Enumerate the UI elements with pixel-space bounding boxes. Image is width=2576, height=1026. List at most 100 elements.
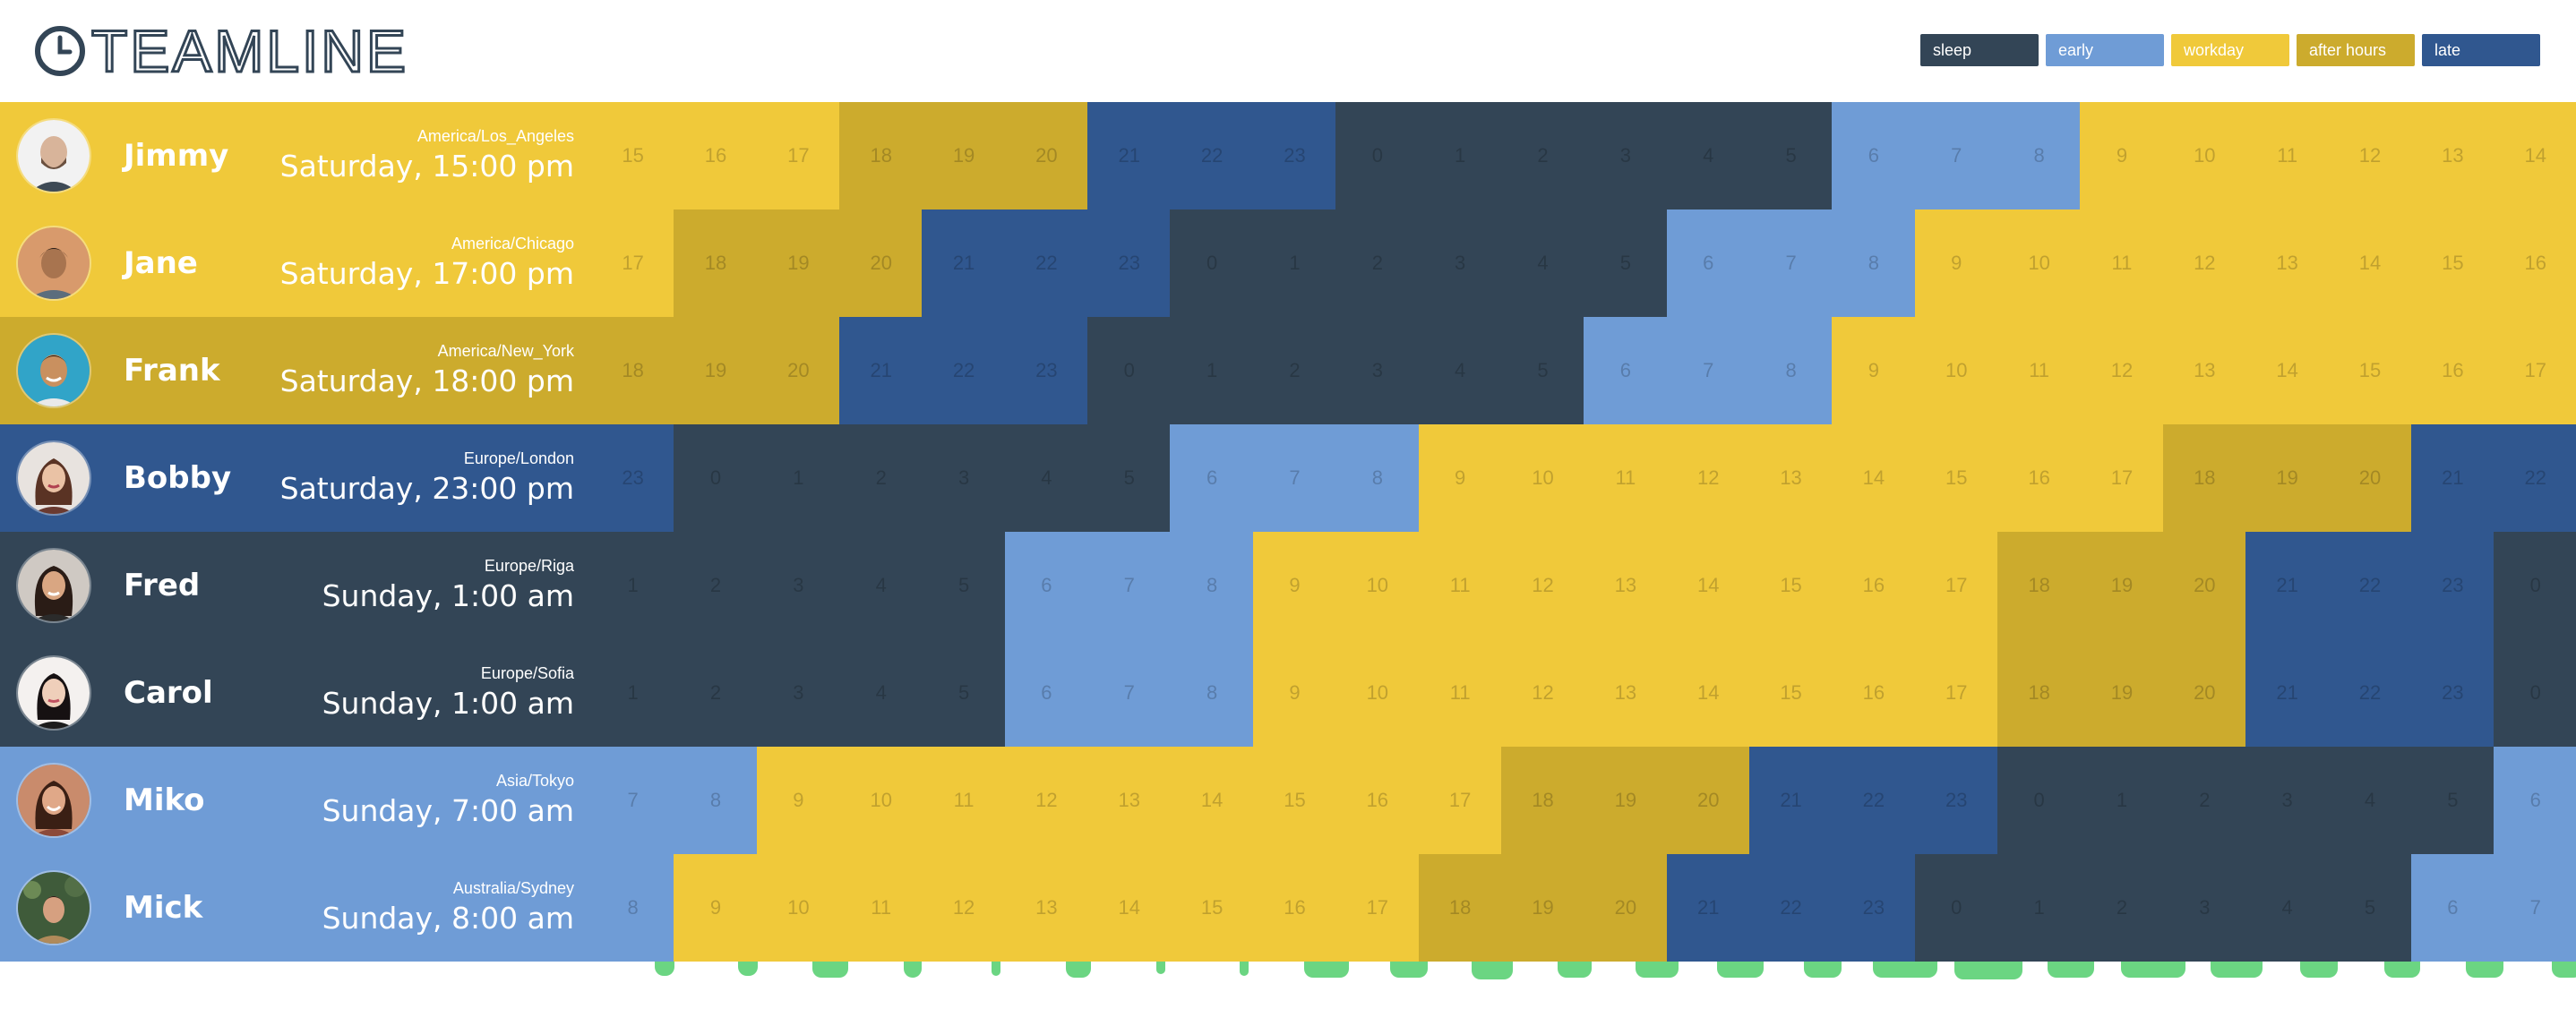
hour-cell[interactable]: 1 [591,639,675,747]
hour-cell[interactable]: 17 [756,102,841,209]
hour-cell[interactable]: 15 [1748,532,1833,639]
hour-cell[interactable]: 0 [1335,102,1420,209]
hour-cell[interactable]: 14 [2328,209,2412,317]
hour-cell[interactable]: 2 [2162,747,2246,854]
hour-cell[interactable]: 1 [1418,102,1502,209]
hour-cell[interactable]: 1 [2080,747,2164,854]
hour-cell[interactable]: 17 [1914,532,1998,639]
avatar[interactable] [18,872,90,944]
hour-cell[interactable]: 13 [1584,532,1668,639]
hour-cell[interactable]: 13 [1087,747,1172,854]
hour-cell[interactable]: 11 [1996,317,2082,424]
hour-cell[interactable]: 16 [2494,209,2576,317]
hour-cell[interactable]: 17 [2080,424,2164,532]
hour-cell[interactable]: 22 [1170,102,1254,209]
hour-cell[interactable]: 23 [1087,209,1172,317]
hour-cell[interactable]: 7 [1087,639,1172,747]
hour-cell[interactable]: 19 [2080,532,2164,639]
hour-cell[interactable]: 3 [1418,209,1502,317]
hour-cell[interactable]: 7 [2494,854,2576,962]
hour-cell[interactable]: 22 [922,317,1006,424]
hour-cell[interactable]: 7 [1252,424,1337,532]
hour-cell[interactable]: 7 [1914,102,1998,209]
hour-cell[interactable]: 18 [591,317,675,424]
hour-cell[interactable]: 15 [2410,209,2495,317]
hour-cell[interactable]: 9 [2080,102,2164,209]
hour-cell[interactable]: 18 [1418,854,1502,962]
hour-cell[interactable]: 19 [2080,639,2164,747]
hour-cell[interactable]: 16 [2410,317,2495,424]
hour-cell[interactable]: 7 [591,747,675,854]
hour-cell[interactable]: 6 [1004,639,1089,747]
hour-cell[interactable]: 19 [1584,747,1668,854]
hour-cell[interactable]: 16 [1832,532,1916,639]
hour-cell[interactable]: 14 [1666,639,1750,747]
hour-cell[interactable]: 11 [1584,424,1668,532]
avatar[interactable] [18,657,90,729]
hour-cell[interactable]: 0 [1996,747,2082,854]
avatar[interactable] [18,765,90,836]
hour-cell[interactable]: 4 [839,639,923,747]
hour-cell[interactable]: 13 [2410,102,2495,209]
hour-cell[interactable]: 5 [922,532,1006,639]
hour-cell[interactable]: 5 [1584,209,1668,317]
hour-cell[interactable]: 14 [1087,854,1172,962]
hour-cell[interactable]: 22 [2328,639,2412,747]
hour-cell[interactable]: 9 [1832,317,1916,424]
hour-cell[interactable]: 0 [2494,532,2576,639]
hour-cell[interactable]: 22 [2328,532,2412,639]
hour-cell[interactable]: 14 [2245,317,2330,424]
hour-cell[interactable]: 21 [2245,532,2330,639]
hour-cell[interactable]: 8 [674,747,758,854]
hour-cell[interactable]: 23 [2410,639,2495,747]
hour-cell[interactable]: 10 [839,747,923,854]
hour-cell[interactable]: 2 [1335,209,1420,317]
hour-cell[interactable]: 3 [2162,854,2246,962]
hour-cell[interactable]: 8 [1748,317,1833,424]
hour-cell[interactable]: 18 [1996,532,2082,639]
hour-cell[interactable]: 11 [839,854,923,962]
hour-cell[interactable]: 18 [839,102,923,209]
hour-cell[interactable]: 20 [756,317,841,424]
hour-cell[interactable]: 13 [2162,317,2246,424]
hour-cell[interactable]: 11 [922,747,1006,854]
hour-cell[interactable]: 5 [1500,317,1585,424]
hour-cell[interactable]: 11 [1418,639,1502,747]
hour-cell[interactable]: 2 [1500,102,1585,209]
hour-cell[interactable]: 15 [1170,854,1254,962]
hour-cell[interactable]: 21 [2245,639,2330,747]
hour-cell[interactable]: 12 [1666,424,1750,532]
hour-cell[interactable]: 5 [922,639,1006,747]
hour-cell[interactable]: 7 [1748,209,1833,317]
hour-cell[interactable]: 15 [591,102,675,209]
hour-cell[interactable]: 2 [1252,317,1337,424]
hour-cell[interactable]: 9 [1252,639,1337,747]
hour-cell[interactable]: 13 [1584,639,1668,747]
hour-cell[interactable]: 19 [756,209,841,317]
hour-cell[interactable]: 17 [1914,639,1998,747]
hour-cell[interactable]: 12 [1500,639,1585,747]
hour-cell[interactable]: 4 [1666,102,1750,209]
hour-cell[interactable]: 22 [1748,854,1833,962]
hour-cell[interactable]: 1 [1996,854,2082,962]
hour-cell[interactable]: 22 [2494,424,2576,532]
hour-cell[interactable]: 2 [839,424,923,532]
hour-cell[interactable]: 0 [1087,317,1172,424]
hour-cell[interactable]: 12 [2080,317,2164,424]
hour-cell[interactable]: 6 [2494,747,2576,854]
hour-cell[interactable]: 18 [1996,639,2082,747]
hour-cell[interactable]: 20 [839,209,923,317]
avatar[interactable] [18,442,90,514]
hour-cell[interactable]: 16 [1252,854,1337,962]
hour-cell[interactable]: 8 [1335,424,1420,532]
hour-cell[interactable]: 12 [1004,747,1089,854]
hour-cell[interactable]: 9 [674,854,758,962]
hour-cell[interactable]: 13 [2245,209,2330,317]
hour-cell[interactable]: 1 [591,532,675,639]
hour-cell[interactable]: 8 [1832,209,1916,317]
hour-cell[interactable]: 16 [674,102,758,209]
hour-cell[interactable]: 22 [1832,747,1916,854]
hour-cell[interactable]: 4 [1418,317,1502,424]
hour-cell[interactable]: 15 [1252,747,1337,854]
hour-cell[interactable]: 13 [1004,854,1089,962]
